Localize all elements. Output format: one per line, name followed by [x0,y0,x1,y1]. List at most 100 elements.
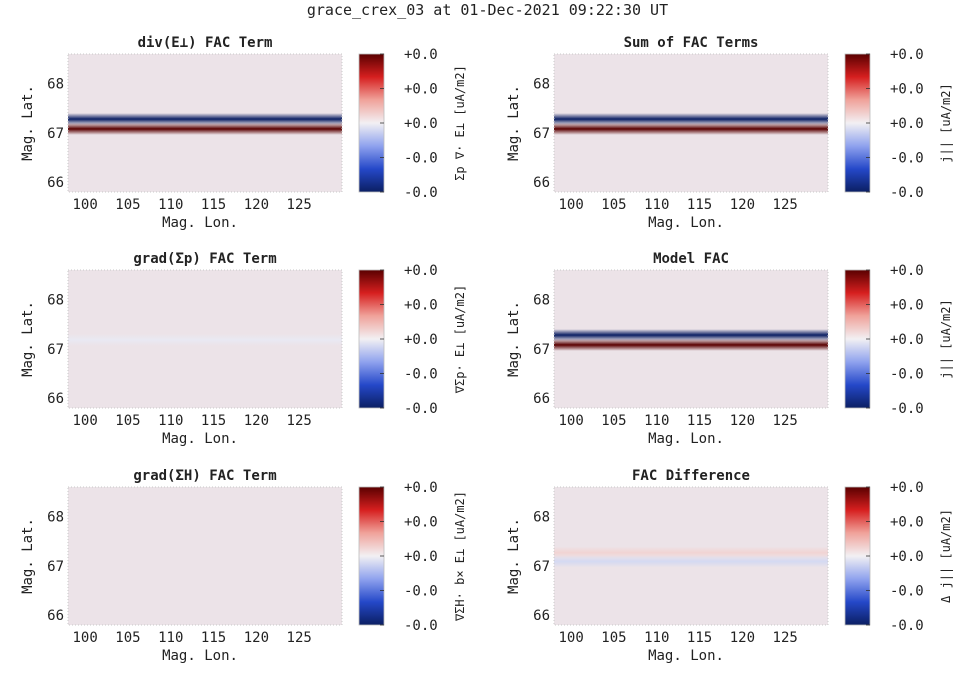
y-tick-label: 66 [533,608,550,624]
x-tick-label: 125 [287,197,312,213]
panel-6: FAC Difference 100 105 110 115 120 125 66 67 68 Ma… [506,468,953,664]
colorbar-tick-label: +0.0 [404,332,438,348]
x-tick-label: 105 [601,197,626,213]
x-tick-label: 100 [72,197,97,213]
y-axis-label: Mag. Lat. [20,85,36,161]
x-tick-label: 105 [115,413,140,429]
x-tick-label: 110 [644,413,669,429]
colorbar-label: j|| [uA/m2] [939,83,953,162]
y-tick-label: 67 [47,126,64,142]
plot-frame [67,269,343,409]
heatmap-band [68,113,342,126]
colorbar [844,486,871,626]
plot-frame [67,53,343,193]
y-tick-label: 67 [533,342,550,358]
colorbar-tick-label: -0.0 [404,401,438,417]
colorbar-tick-label: +0.0 [404,82,438,98]
colorbar-tick-label: +0.0 [890,332,924,348]
heatmap-band [554,338,828,351]
colorbar-tick-label: +0.0 [890,480,924,496]
colorbar [358,53,385,193]
y-axis-label: Mag. Lat. [506,301,522,377]
colorbar-tick-label: -0.0 [890,584,924,600]
x-tick-label: 120 [244,197,269,213]
colorbar-tick-label: +0.0 [890,116,924,132]
x-tick-label: 115 [687,197,712,213]
colorbar-tick-label: +0.0 [404,47,438,63]
x-tick-label: 120 [244,630,269,646]
heatmap-band [554,113,828,126]
colorbar-label: ∇Σp· E⊥ [uA/m2] [453,285,467,394]
colorbar-tick-label: -0.0 [890,618,924,634]
y-axis-label: Mag. Lat. [506,518,522,594]
x-tick-label: 125 [773,630,798,646]
panel-title: div(E⊥) FAC Term [138,35,273,51]
colorbar-tick-label: +0.0 [404,263,438,279]
plot-frame [553,269,829,409]
colorbar-tick-label: +0.0 [404,116,438,132]
y-tick-label: 66 [533,175,550,191]
heatmap-band [68,333,342,346]
x-tick-label: 110 [158,197,183,213]
y-tick-label: 67 [47,342,64,358]
heatmap-field [68,487,342,625]
y-tick-label: 68 [47,77,64,93]
x-tick-label: 120 [244,413,269,429]
x-tick-label: 115 [687,630,712,646]
colorbar-tick-label: +0.0 [890,549,924,565]
y-tick-label: 66 [47,391,64,407]
colorbar [358,269,385,409]
colorbar-tick-label: -0.0 [404,618,438,634]
panel-3: grad(Σp) FAC Term 100 105 110 115 120 125 66 67 6… [20,251,467,447]
panel-title: grad(ΣH) FAC Term [133,468,276,484]
colorbar-tick-label: +0.0 [890,263,924,279]
colorbar-label: Δ j|| [uA/m2] [939,509,953,603]
x-tick-label: 100 [558,630,583,646]
x-tick-label: 100 [558,197,583,213]
heatmap-band [554,329,828,342]
colorbar-tick-label: -0.0 [890,151,924,167]
plot-frame [67,486,343,626]
x-tick-label: 105 [601,413,626,429]
colorbar-label: j|| [uA/m2] [939,299,953,378]
y-axis-label: Mag. Lat. [506,85,522,161]
colorbar-tick-label: -0.0 [404,367,438,383]
panel-title: Model FAC [653,251,729,267]
x-axis-label: Mag. Lon. [162,431,238,447]
x-tick-label: 125 [773,197,798,213]
y-tick-label: 68 [533,510,550,526]
colorbar-label: ∇ΣH· b× E⊥ [uA/m2] [453,491,467,622]
colorbar [844,269,871,409]
x-tick-label: 115 [201,197,226,213]
colorbar-tick-label: -0.0 [404,185,438,201]
y-tick-label: 66 [47,608,64,624]
colorbar [358,486,385,626]
x-axis-label: Mag. Lon. [162,648,238,664]
x-tick-label: 110 [644,630,669,646]
x-tick-label: 105 [115,197,140,213]
x-tick-label: 110 [158,413,183,429]
y-tick-label: 68 [533,77,550,93]
colorbar-tick-label: -0.0 [890,367,924,383]
x-axis-label: Mag. Lon. [648,215,724,231]
x-tick-label: 100 [72,413,97,429]
x-tick-label: 105 [115,630,140,646]
colorbar-tick-label: -0.0 [404,584,438,600]
x-tick-label: 120 [730,630,755,646]
x-tick-label: 110 [644,197,669,213]
panel-title: FAC Difference [632,468,750,484]
heatmap-band [554,555,828,568]
x-tick-label: 120 [730,413,755,429]
colorbar [844,53,871,193]
colorbar-label: Σp ∇· E⊥ [uA/m2] [453,65,467,181]
colorbar-tick-label: +0.0 [404,298,438,314]
x-tick-label: 105 [601,630,626,646]
x-tick-label: 115 [201,630,226,646]
panel-1: div(E⊥) FAC Term 100 105 110 115 120 125 66 67 68… [20,35,467,231]
y-tick-label: 68 [47,510,64,526]
x-axis-label: Mag. Lon. [648,648,724,664]
colorbar-tick-label: -0.0 [890,401,924,417]
colorbar-tick-label: -0.0 [890,185,924,201]
